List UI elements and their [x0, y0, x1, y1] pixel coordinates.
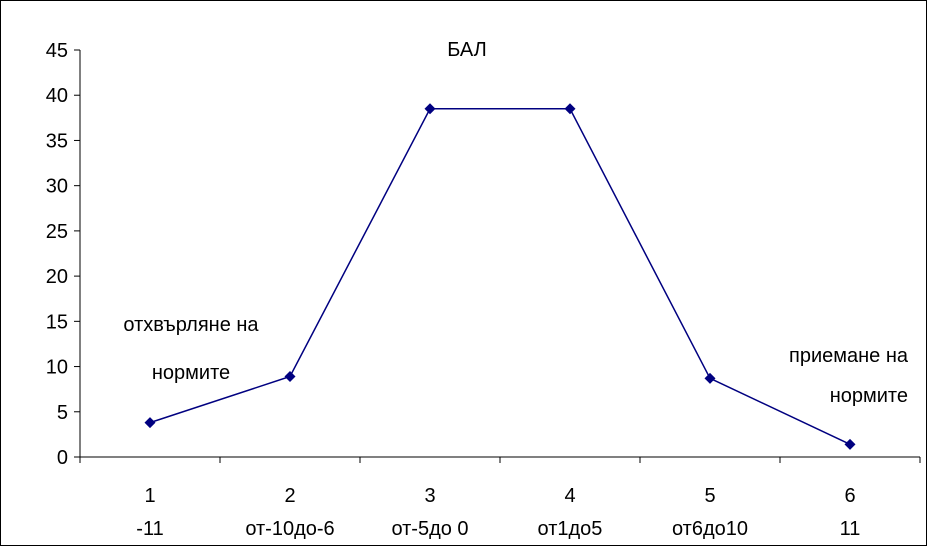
x-tick-label-range: от6до10 [672, 518, 748, 540]
x-tick-label-range: от1до5 [538, 518, 603, 540]
chart-annotation-line: нормите [152, 362, 230, 384]
y-tick-label: 10 [46, 357, 68, 379]
y-tick-label: 30 [46, 176, 68, 198]
x-tick-label-range: 11 [840, 518, 861, 540]
x-tick-label-number: 2 [284, 485, 295, 507]
data-point-marker [844, 438, 856, 450]
x-tick-label-range: от-5до 0 [391, 518, 468, 540]
chart-title: БАЛ [447, 39, 487, 61]
data-point-marker [144, 417, 156, 429]
chart-annotation-line: нормите [830, 385, 908, 407]
series-layer [144, 103, 856, 450]
data-point-marker [284, 371, 296, 383]
series-line [149, 108, 851, 446]
chart-annotation-line: отхвърляне на [123, 314, 259, 336]
x-tick-label-range: -11 [136, 518, 163, 540]
chart-annotation-line: приемане на [789, 345, 909, 367]
y-axis: 0 5 10 15 20 25 30 35 40 45 [46, 40, 81, 469]
x-tick-label-number: 1 [144, 485, 155, 507]
x-axis: 1 -11 2 от-10до-6 3 от-5до 0 4 от1до5 5 от6до10 6 1… [79, 456, 921, 540]
x-tick-label-number: 4 [564, 485, 575, 507]
x-tick-label-number: 3 [424, 485, 435, 507]
y-tick-label: 5 [57, 402, 68, 424]
data-point-marker [704, 372, 716, 384]
y-tick-label: 20 [46, 266, 68, 288]
annotation-layer: отхвърляне на нормите приемане на нормите [123, 314, 908, 407]
data-point-marker [564, 103, 576, 115]
y-tick-label: 45 [46, 40, 68, 62]
y-tick-label: 0 [57, 447, 68, 469]
y-tick-label: 35 [46, 130, 68, 152]
y-tick-label: 25 [46, 221, 68, 243]
data-point-marker [424, 103, 436, 115]
y-tick-label: 40 [46, 85, 68, 107]
x-tick-label-range: от-10до-6 [245, 518, 334, 540]
y-tick-label: 15 [46, 311, 68, 333]
x-tick-label-number: 6 [844, 485, 855, 507]
x-tick-label-number: 5 [704, 485, 715, 507]
